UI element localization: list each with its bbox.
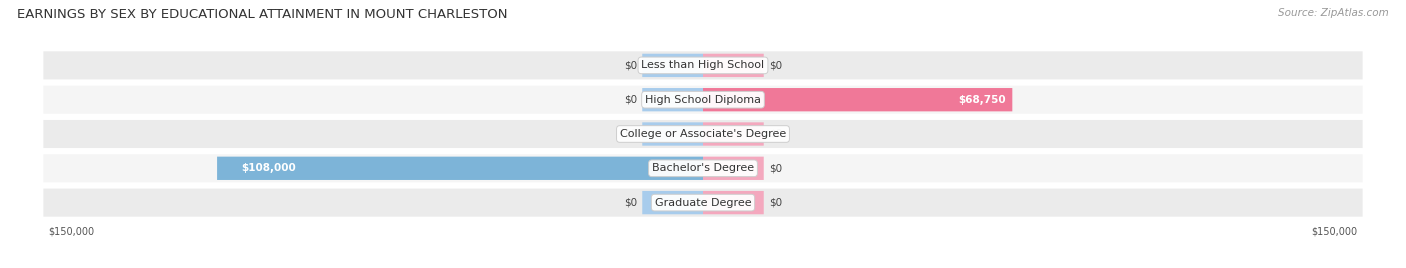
FancyBboxPatch shape: [703, 191, 763, 214]
Text: Source: ZipAtlas.com: Source: ZipAtlas.com: [1278, 8, 1389, 18]
FancyBboxPatch shape: [42, 187, 1364, 218]
Text: $68,750: $68,750: [959, 95, 1007, 105]
FancyBboxPatch shape: [643, 191, 703, 214]
FancyBboxPatch shape: [703, 122, 763, 146]
FancyBboxPatch shape: [643, 122, 703, 146]
Text: $0: $0: [624, 198, 637, 208]
Text: $0: $0: [624, 129, 637, 139]
FancyBboxPatch shape: [42, 50, 1364, 81]
Text: $0: $0: [624, 60, 637, 70]
Text: $150,000: $150,000: [1312, 227, 1358, 237]
Text: $0: $0: [769, 163, 782, 173]
Text: $108,000: $108,000: [242, 163, 297, 173]
Text: High School Diploma: High School Diploma: [645, 95, 761, 105]
Text: $0: $0: [769, 129, 782, 139]
FancyBboxPatch shape: [703, 54, 763, 77]
Text: $0: $0: [624, 95, 637, 105]
FancyBboxPatch shape: [703, 157, 763, 180]
FancyBboxPatch shape: [643, 88, 703, 111]
Text: $0: $0: [769, 60, 782, 70]
Text: Bachelor's Degree: Bachelor's Degree: [652, 163, 754, 173]
Text: Less than High School: Less than High School: [641, 60, 765, 70]
FancyBboxPatch shape: [42, 84, 1364, 116]
FancyBboxPatch shape: [643, 54, 703, 77]
FancyBboxPatch shape: [217, 157, 703, 180]
Text: $150,000: $150,000: [48, 227, 94, 237]
Text: Graduate Degree: Graduate Degree: [655, 198, 751, 208]
FancyBboxPatch shape: [703, 88, 1012, 111]
Text: EARNINGS BY SEX BY EDUCATIONAL ATTAINMENT IN MOUNT CHARLESTON: EARNINGS BY SEX BY EDUCATIONAL ATTAINMEN…: [17, 8, 508, 21]
Text: College or Associate's Degree: College or Associate's Degree: [620, 129, 786, 139]
FancyBboxPatch shape: [42, 118, 1364, 150]
Text: $0: $0: [769, 198, 782, 208]
FancyBboxPatch shape: [42, 152, 1364, 184]
